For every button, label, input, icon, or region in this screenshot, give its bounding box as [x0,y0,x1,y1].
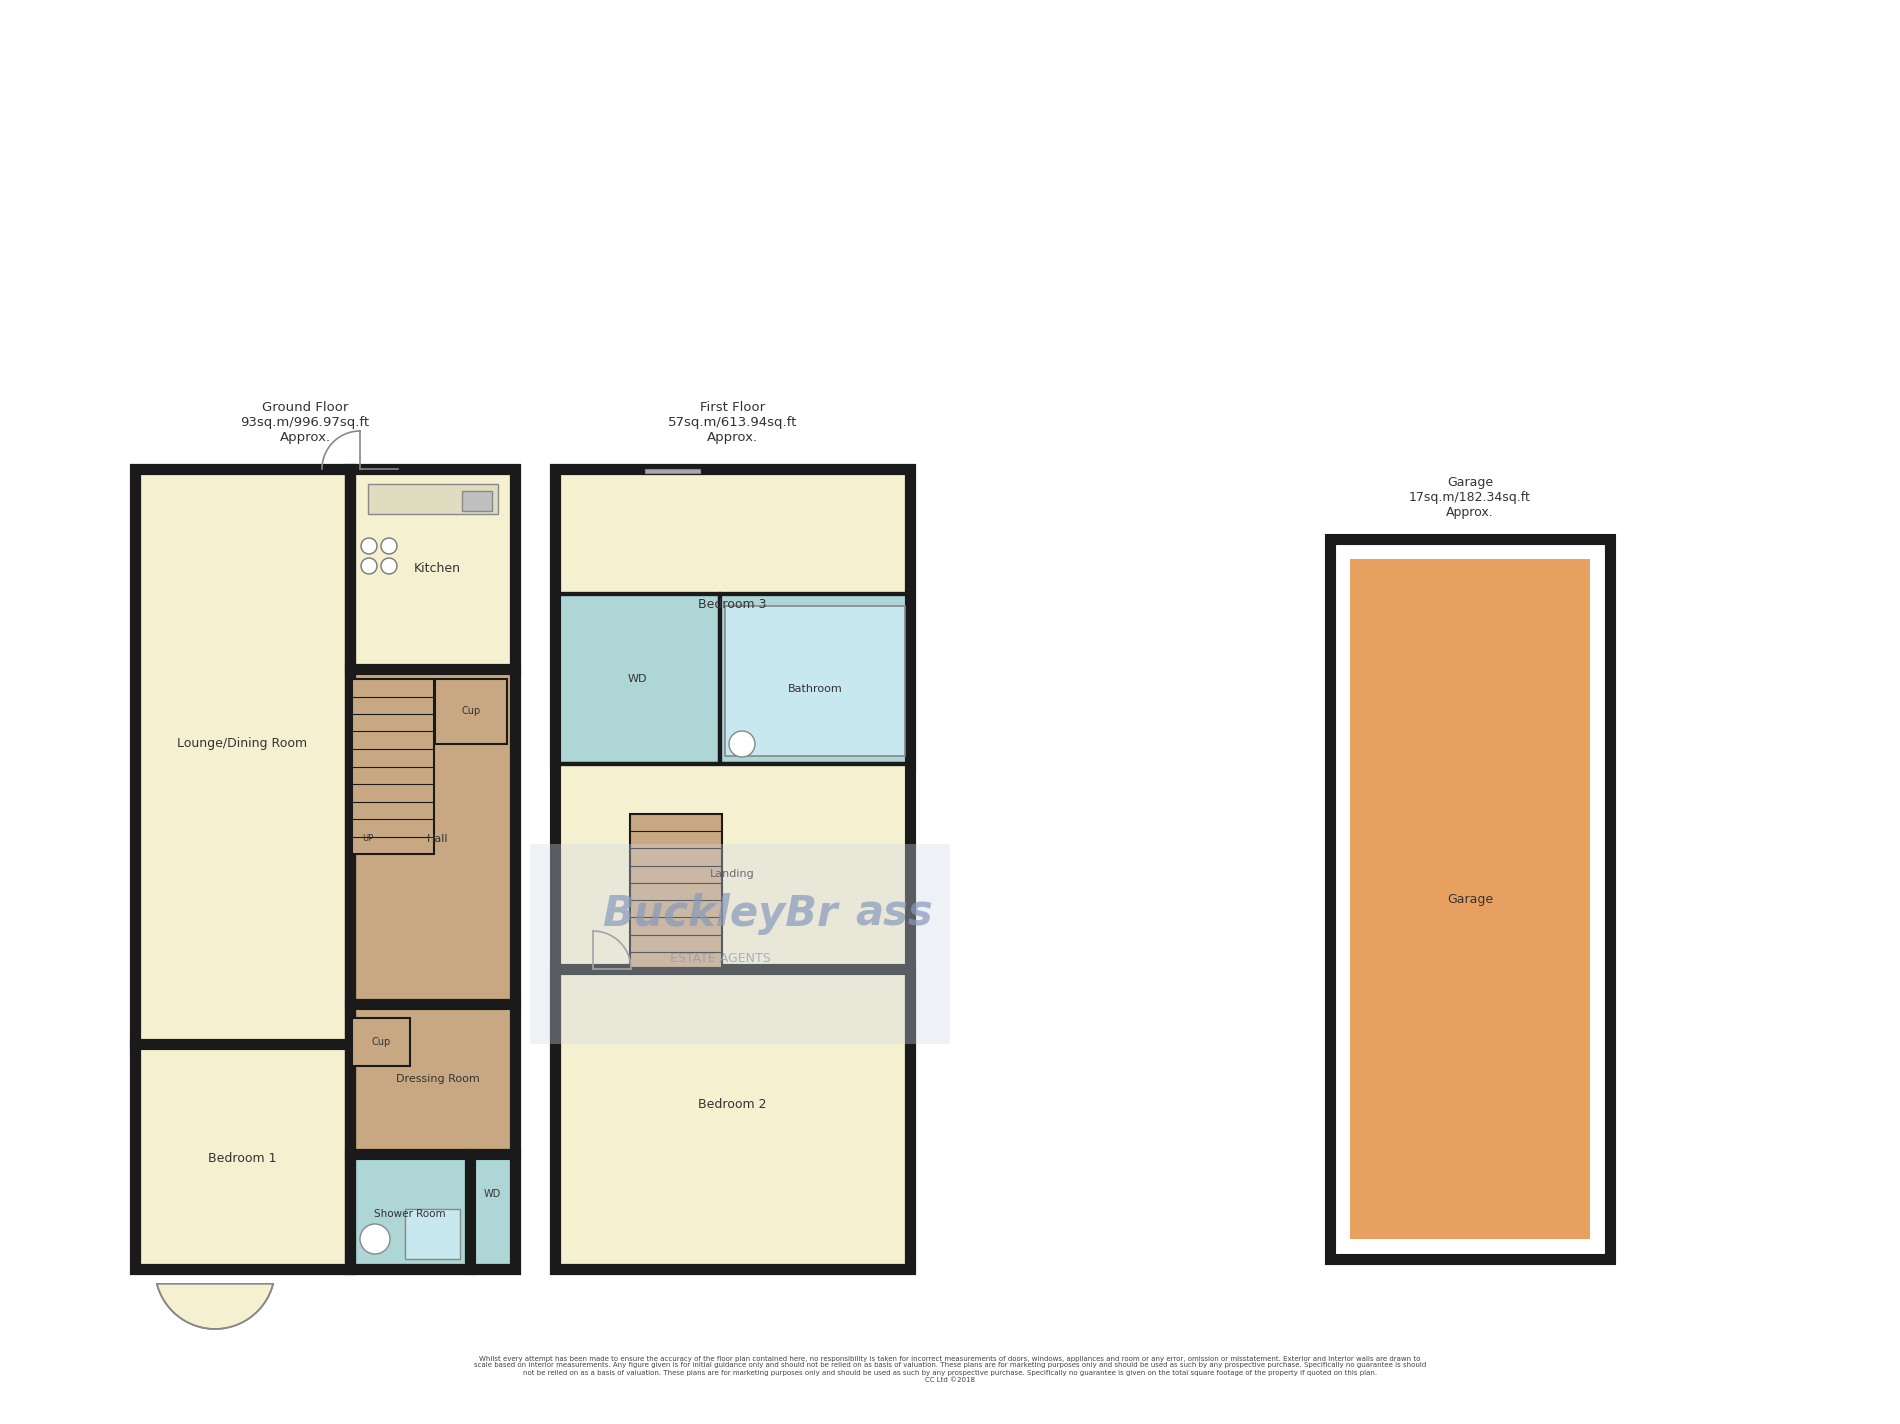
Bar [350,468,515,1269]
Circle shape [359,1225,390,1255]
Bar [726,607,904,756]
Bar [555,594,720,765]
Bar [462,491,492,511]
Bar [555,468,910,1269]
Bar [469,1153,515,1269]
Text: WD: WD [627,674,648,684]
Text: Bedroom 2: Bedroom 2 [697,1098,768,1111]
Text: Garage
17sq.m/182.34sq.ft
Approx.: Garage 17sq.m/182.34sq.ft Approx. [1410,476,1531,518]
Text: Landing: Landing [711,869,754,879]
Bar [720,594,910,765]
Text: Bathroom: Bathroom [788,684,842,693]
Text: UP: UP [363,834,372,843]
Bar [644,468,699,473]
Text: Lounge/Dining Room: Lounge/Dining Room [177,738,308,750]
Bar [555,968,910,1269]
Bar [350,468,515,669]
Bar [369,484,498,514]
Bar [530,844,950,1044]
Text: WD: WD [484,1189,502,1199]
Text: Bedroom 3: Bedroom 3 [697,598,768,611]
Polygon shape [158,1284,274,1329]
Bar [135,468,350,1269]
Text: ESTATE AGENTS: ESTATE AGENTS [669,953,770,965]
Text: Ground Floor
93sq.m/996.97sq.ft
Approx.: Ground Floor 93sq.m/996.97sq.ft Approx. [241,402,370,444]
Circle shape [382,558,397,574]
Bar [1351,560,1590,1239]
Bar [135,1044,350,1269]
Bar [405,1209,460,1259]
Bar [350,669,515,1004]
Circle shape [361,538,376,554]
Bar [555,765,910,968]
Bar [1330,540,1609,1259]
Bar [352,1018,410,1067]
Circle shape [730,731,754,758]
Circle shape [382,538,397,554]
Text: ass: ass [855,893,933,936]
Text: Whilst every attempt has been made to ensure the accuracy of the floor plan cont: Whilst every attempt has been made to en… [473,1356,1427,1383]
Text: Shower Room: Shower Room [374,1209,446,1219]
Text: Bedroom 1: Bedroom 1 [209,1152,277,1165]
Bar [350,1153,469,1269]
Text: Garage: Garage [1448,893,1493,906]
Text: BuckleyBr: BuckleyBr [602,893,838,936]
Bar [350,1004,515,1153]
Text: First Floor
57sq.m/613.94sq.ft
Approx.: First Floor 57sq.m/613.94sq.ft Approx. [667,402,798,444]
Circle shape [361,558,376,574]
Bar [135,468,350,1044]
Text: Cup: Cup [370,1037,391,1047]
Bar [352,679,433,854]
Bar [631,815,722,968]
Text: Hall: Hall [428,834,448,844]
Text: Dressing Room: Dressing Room [395,1074,479,1084]
Bar [555,468,910,765]
Text: Kitchen: Kitchen [414,562,462,575]
Bar [435,679,507,743]
Text: Cup: Cup [462,706,481,716]
